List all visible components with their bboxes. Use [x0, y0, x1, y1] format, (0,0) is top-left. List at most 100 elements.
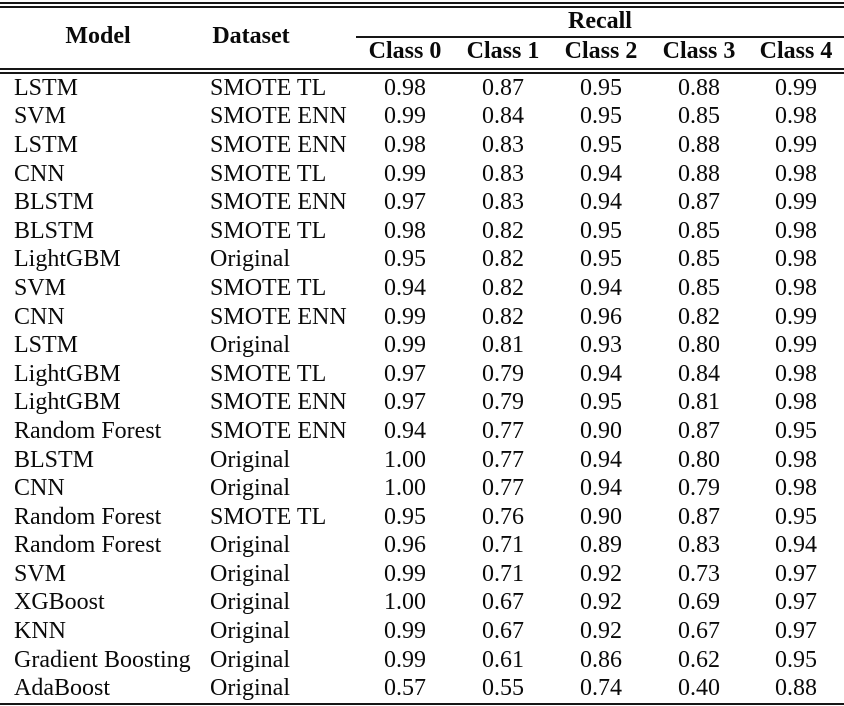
- dataset-cell: Original: [210, 589, 290, 616]
- model-cell: KNN: [14, 618, 66, 645]
- recall-class4-cell: 0.98: [775, 360, 817, 387]
- recall-class3-cell: 0.87: [678, 417, 720, 444]
- model-cell: BLSTM: [14, 217, 95, 244]
- recall-class4-cell: 0.95: [775, 503, 817, 530]
- model-cell: LSTM: [14, 74, 79, 101]
- recall-class0-cell: 0.99: [384, 303, 426, 330]
- recall-class0-cell: 0.94: [384, 417, 426, 444]
- recall-class3-cell: 0.85: [678, 103, 720, 130]
- recall-class2-cell: 0.95: [580, 103, 622, 130]
- recall-class3-cell: 0.88: [678, 131, 720, 158]
- recall-class4-cell: 0.98: [775, 246, 817, 273]
- table-row: Random Forest SMOTE TL 0.95 0.76 0.90 0.…: [0, 503, 844, 532]
- model-cell: LSTM: [14, 131, 79, 158]
- recall-class3-cell: 0.85: [678, 217, 720, 244]
- table-row: LightGBM SMOTE ENN 0.97 0.79 0.95 0.81 0…: [0, 389, 844, 418]
- dataset-cell: SMOTE ENN: [210, 103, 347, 130]
- recall-class4-cell: 0.98: [775, 160, 817, 187]
- recall-class4-cell: 0.99: [775, 131, 817, 158]
- recall-class2-cell: 0.94: [580, 475, 622, 502]
- column-header-class-0: Class 0: [368, 38, 442, 64]
- model-cell: Random Forest: [14, 532, 162, 559]
- dataset-cell: Original: [210, 646, 290, 673]
- table-row: CNN SMOTE ENN 0.99 0.82 0.96 0.82 0.99: [0, 303, 844, 332]
- header-group-row: Model Dataset Recall: [0, 8, 844, 49]
- recall-class1-cell: 0.87: [482, 74, 524, 101]
- dataset-cell: Original: [210, 475, 290, 502]
- recall-class4-cell: 0.99: [775, 74, 817, 101]
- recall-class1-cell: 0.61: [482, 646, 524, 673]
- recall-class0-cell: 0.97: [384, 189, 426, 216]
- table-body: LSTM SMOTE TL 0.98 0.87 0.95 0.88 0.99 S…: [0, 74, 844, 703]
- model-cell: Gradient Boosting: [14, 646, 191, 673]
- dataset-cell: SMOTE ENN: [210, 303, 347, 330]
- recall-class1-cell: 0.77: [482, 446, 524, 473]
- recall-class0-cell: 0.98: [384, 74, 426, 101]
- recall-class2-cell: 0.92: [580, 560, 622, 587]
- table-row: LSTM SMOTE TL 0.98 0.87 0.95 0.88 0.99: [0, 74, 844, 103]
- model-cell: LSTM: [14, 332, 79, 359]
- column-header-model: Model: [65, 23, 131, 49]
- model-cell: Random Forest: [14, 417, 162, 444]
- model-cell: SVM: [14, 560, 67, 587]
- recall-class0-cell: 0.98: [384, 217, 426, 244]
- recall-class3-cell: 0.80: [678, 332, 720, 359]
- model-cell: Random Forest: [14, 503, 162, 530]
- dataset-cell: SMOTE ENN: [210, 131, 347, 158]
- recall-class2-cell: 0.89: [580, 532, 622, 559]
- recall-class2-cell: 0.94: [580, 446, 622, 473]
- recall-class3-cell: 0.62: [678, 646, 720, 673]
- model-cell: XGBoost: [14, 589, 105, 616]
- recall-class2-cell: 0.93: [580, 332, 622, 359]
- table-row: LightGBM SMOTE TL 0.97 0.79 0.94 0.84 0.…: [0, 360, 844, 389]
- recall-class3-cell: 0.69: [678, 589, 720, 616]
- dataset-cell: Original: [210, 246, 290, 273]
- recall-class0-cell: 0.57: [384, 675, 426, 702]
- table-row: BLSTM SMOTE TL 0.98 0.82 0.95 0.85 0.98: [0, 217, 844, 246]
- recall-class1-cell: 0.77: [482, 417, 524, 444]
- recall-class1-cell: 0.82: [482, 303, 524, 330]
- recall-class3-cell: 0.85: [678, 274, 720, 301]
- recall-class4-cell: 0.98: [775, 103, 817, 130]
- recall-class3-cell: 0.88: [678, 160, 720, 187]
- recall-class4-cell: 0.88: [775, 675, 817, 702]
- dataset-cell: SMOTE TL: [210, 74, 327, 101]
- recall-class2-cell: 0.74: [580, 675, 622, 702]
- recall-class1-cell: 0.82: [482, 246, 524, 273]
- dataset-cell: SMOTE TL: [210, 503, 327, 530]
- recall-class3-cell: 0.82: [678, 303, 720, 330]
- recall-class1-cell: 0.71: [482, 560, 524, 587]
- recall-class2-cell: 0.96: [580, 303, 622, 330]
- table-row: XGBoost Original 1.00 0.67 0.92 0.69 0.9…: [0, 589, 844, 618]
- recall-class3-cell: 0.79: [678, 475, 720, 502]
- recall-class0-cell: 0.95: [384, 246, 426, 273]
- dataset-cell: SMOTE ENN: [210, 189, 347, 216]
- recall-class4-cell: 0.97: [775, 589, 817, 616]
- recall-class1-cell: 0.81: [482, 332, 524, 359]
- recall-class4-cell: 0.97: [775, 618, 817, 645]
- recall-class0-cell: 0.95: [384, 503, 426, 530]
- recall-class0-cell: 0.96: [384, 532, 426, 559]
- recall-class4-cell: 0.99: [775, 303, 817, 330]
- recall-class2-cell: 0.95: [580, 389, 622, 416]
- recall-class0-cell: 0.98: [384, 131, 426, 158]
- recall-class4-cell: 0.98: [775, 475, 817, 502]
- dataset-cell: SMOTE TL: [210, 217, 327, 244]
- recall-class0-cell: 0.99: [384, 332, 426, 359]
- model-cell: LightGBM: [14, 246, 121, 273]
- recall-class4-cell: 0.98: [775, 446, 817, 473]
- table-row: LSTM Original 0.99 0.81 0.93 0.80 0.99: [0, 331, 844, 360]
- recall-class1-cell: 0.55: [482, 675, 524, 702]
- recall-class2-cell: 0.92: [580, 589, 622, 616]
- table-row: BLSTM Original 1.00 0.77 0.94 0.80 0.98: [0, 446, 844, 475]
- table-bottom-rule: [0, 703, 844, 706]
- column-header-dataset: Dataset: [212, 23, 290, 49]
- recall-class3-cell: 0.88: [678, 74, 720, 101]
- table-row: LSTM SMOTE ENN 0.98 0.83 0.95 0.88 0.99: [0, 131, 844, 160]
- recall-class3-cell: 0.83: [678, 532, 720, 559]
- recall-class0-cell: 0.94: [384, 274, 426, 301]
- recall-class1-cell: 0.83: [482, 189, 524, 216]
- dataset-cell: SMOTE ENN: [210, 389, 347, 416]
- recall-class2-cell: 0.95: [580, 217, 622, 244]
